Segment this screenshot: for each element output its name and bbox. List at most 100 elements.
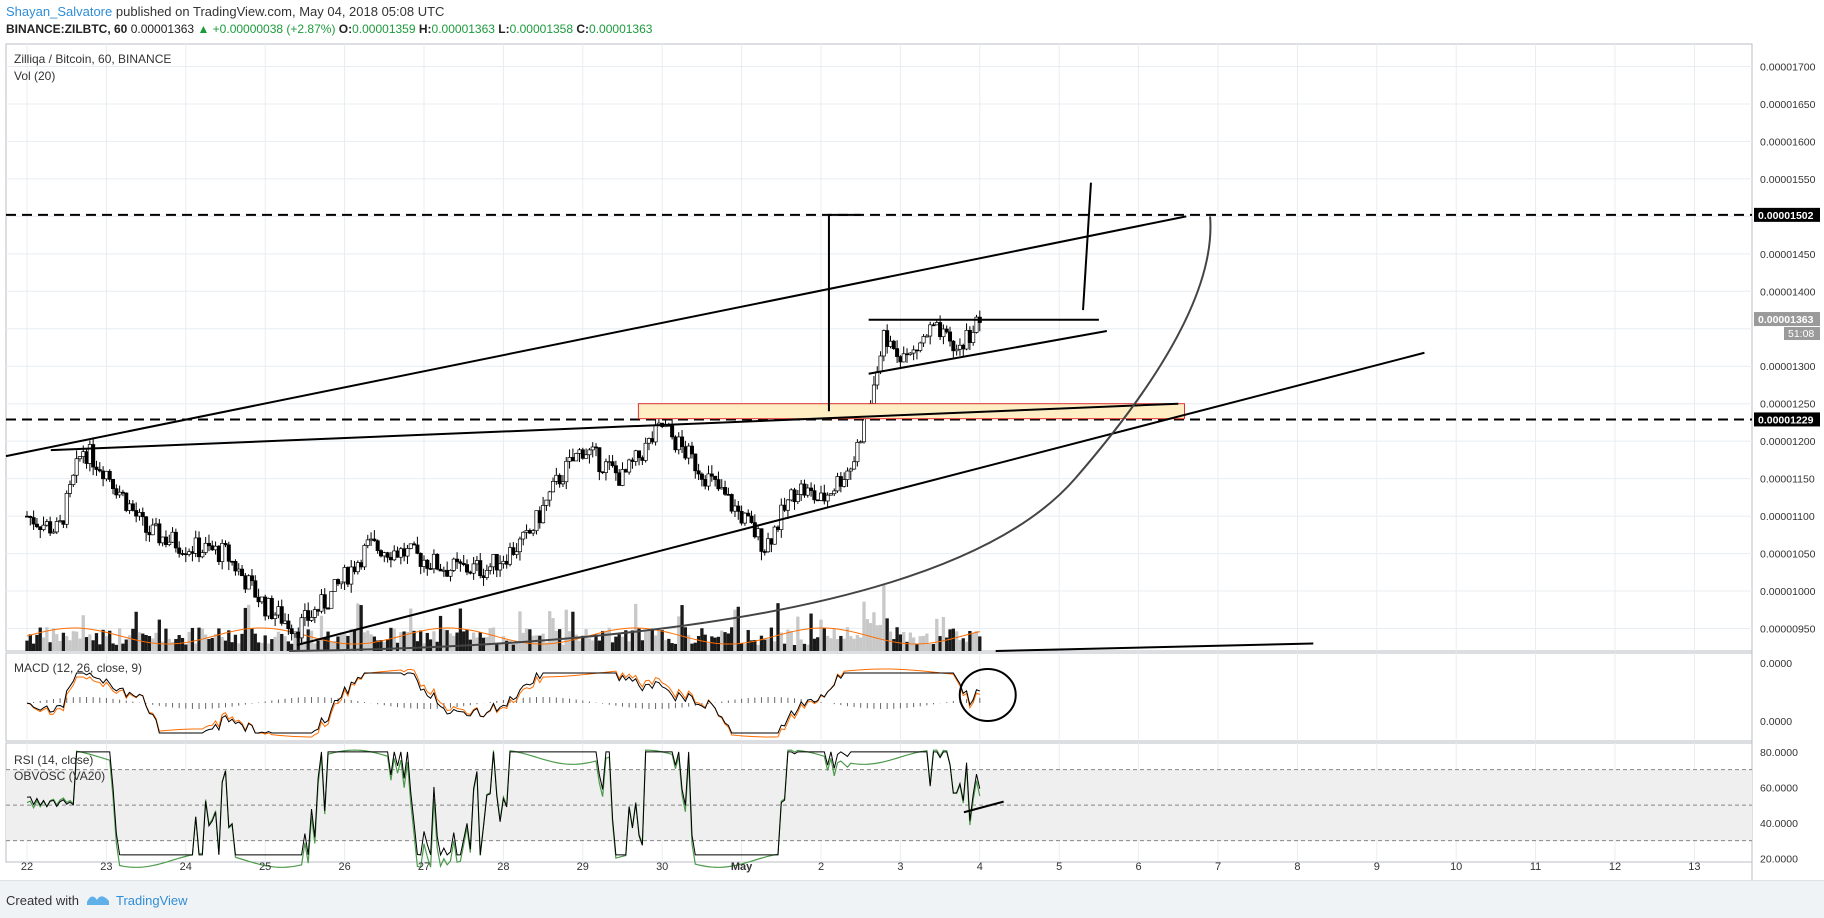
volume-bar [55,634,59,651]
volume-bar [776,603,780,651]
candle-body [114,488,119,496]
candle-body [117,491,122,496]
candle-body [706,473,711,487]
volume-bar [832,628,836,651]
candle-body [48,521,53,534]
candle-body [213,545,218,551]
candle-body [34,523,39,528]
candle-body [766,538,771,553]
rsi-line [26,751,981,857]
candle-body [878,355,883,372]
candle-body [352,566,357,573]
volume-bar [217,628,221,651]
volume-bar [339,632,343,651]
tradingview-logo-icon[interactable] [86,892,110,906]
volume-bar [571,611,575,651]
volume-bar [650,628,654,651]
volume-bar [313,643,317,651]
volume-bar [455,632,459,651]
candle-body [382,552,387,557]
candle-body [269,598,274,620]
volume-bar [121,643,125,651]
volume-bar [670,643,674,651]
volume-bar [61,632,66,651]
volume-bar [448,633,453,651]
tradingview-link[interactable]: TradingView [116,893,188,908]
volume-bar [131,628,135,651]
candle-body [752,522,757,538]
volume-bar [200,628,204,651]
volume-bar [84,637,89,651]
price-badge [1754,312,1820,327]
volume-bar [644,631,648,651]
x-tick-label: May [731,861,753,873]
volume-bar [825,635,830,651]
volume-bar [786,629,790,651]
quote-line: BINANCE:ZILBTC, 60 0.00001363 ▲ +0.00000… [6,22,652,36]
volume-bar [541,633,545,651]
candle-body [577,449,582,454]
rsi-trend-line [963,800,1004,814]
candle-body [640,457,645,461]
candle-body [197,537,202,558]
volume-bar [634,603,638,651]
candle-body [911,349,916,354]
x-tick-label: 24 [180,861,192,873]
candle-body [329,591,334,609]
candle-body [570,457,575,462]
candle-body [633,450,638,462]
volume-bar [154,632,158,651]
candle-body [785,499,790,511]
candle-body [392,550,397,561]
high-label: H: [418,22,432,36]
candle-body [468,571,473,574]
volume-bar [266,643,271,651]
candle-body [137,512,142,517]
candle-body [388,556,393,561]
candle-body [623,469,628,473]
volume-bar [749,640,754,651]
volume-bar [151,638,155,651]
volume-bar [356,603,360,651]
candle-body [689,445,694,455]
price-badge-label: 0.00001502 [1758,210,1814,222]
y-tick-label: 0.00000950 [1760,624,1816,636]
y-tick-label: 0.00001100 [1760,511,1815,523]
candle-body [236,568,241,572]
candle-body [230,560,235,563]
y-tick-label: 0.00001050 [1760,549,1816,561]
candle-body [517,538,522,553]
volume-bar [915,644,919,651]
volume-bar [561,644,565,651]
price-change: +0.00000038 (+2.87%) [212,22,336,36]
candle-body [554,474,559,482]
volume-bar [319,615,324,651]
candle-body [216,545,221,562]
chart-area[interactable]: 0.00001700 0.00001650 0.00001600 0.00001550… [0,0,1824,880]
volume-bar [620,636,625,651]
volume-bar [511,644,515,651]
volume-bar [94,633,99,651]
volume-bar [895,627,899,651]
candle-body [461,563,466,565]
author-link[interactable]: Shayan_Salvatore [6,4,113,19]
low-label: L: [498,22,510,36]
volume-bar [723,632,727,651]
y-tick-label: 0.00001000 [1760,586,1816,598]
x-tick-label: 26 [338,861,350,873]
volume-bar [498,643,502,651]
volume-bar [789,630,793,651]
volume-bar [835,639,840,651]
candle-body [180,553,185,555]
candle-body [415,544,420,554]
candle-body [438,568,443,572]
footer-bar: Created with TradingView [0,880,1824,918]
candle-body [594,446,599,449]
candle-body [620,469,625,486]
candle-body [74,458,79,476]
candle-body [835,476,840,492]
volume-bar [230,642,234,651]
x-tick-label: 2 [818,861,824,873]
candle-body [491,554,496,568]
volume-bar [428,639,433,651]
